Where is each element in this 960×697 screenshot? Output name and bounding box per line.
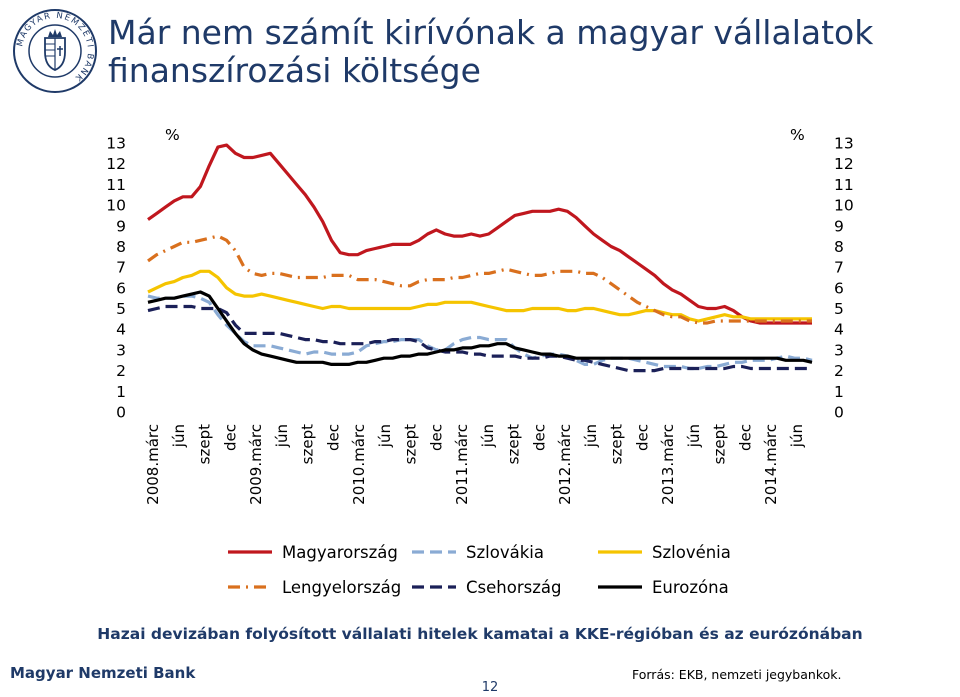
x-tick-label: 2010.márc xyxy=(350,424,368,505)
x-tick-label: 2009.márc xyxy=(247,424,265,505)
series-line xyxy=(147,294,813,371)
y-tick-right: 4 xyxy=(834,321,844,339)
legend-label: Magyarország xyxy=(282,543,398,562)
y-tick-left: 3 xyxy=(116,341,126,359)
y-tick-right: 7 xyxy=(834,259,844,277)
x-tick-label: jún xyxy=(788,424,806,448)
y-tick-left: 13 xyxy=(106,135,126,153)
y-tick-left: 11 xyxy=(106,176,126,194)
x-tick-label: szept xyxy=(196,424,214,464)
y-tick-left: 12 xyxy=(106,155,126,173)
chart-title: Hazai devizában folyósított vállalati hi… xyxy=(97,625,863,643)
legend-label: Csehország xyxy=(466,578,561,597)
series-line xyxy=(147,269,812,323)
x-tick-label: 2008.márc xyxy=(144,424,162,505)
x-tick-label: dec xyxy=(221,424,239,451)
y-unit-left: % xyxy=(165,126,180,144)
series-line xyxy=(147,234,812,325)
page-number: 12 xyxy=(481,680,499,695)
y-tick-right: 3 xyxy=(834,341,844,359)
x-tick-label: jún xyxy=(685,424,703,448)
y-tick-left: 2 xyxy=(116,362,126,380)
y-tick-right: 1 xyxy=(834,383,844,401)
y-tick-right: 10 xyxy=(834,197,854,215)
x-tick-label: dec xyxy=(633,424,651,451)
x-tick-label: dec xyxy=(427,424,445,451)
x-tick-label: 2013.márc xyxy=(659,424,677,505)
y-tick-left: 0 xyxy=(116,404,126,422)
x-tick-label: szept xyxy=(608,424,626,464)
source-note: Forrás: EKB, nemzeti jegybankok. xyxy=(632,667,842,682)
y-tick-left: 7 xyxy=(116,259,126,277)
x-tick-label: 2012.márc xyxy=(556,424,574,505)
legend-label: Eurozóna xyxy=(652,578,729,597)
x-tick-label: szept xyxy=(402,424,420,464)
x-tick-label: jún xyxy=(170,424,188,448)
y-tick-left: 9 xyxy=(116,217,126,235)
x-tick-label: jún xyxy=(273,424,291,448)
x-tick-label: jún xyxy=(582,424,600,448)
page-title-line1: Már nem számít kirívónak a magyar vállal… xyxy=(108,13,874,52)
y-tick-right: 9 xyxy=(834,217,844,235)
y-tick-right: 5 xyxy=(834,300,844,318)
y-tick-left: 8 xyxy=(116,238,126,256)
legend-label: Lengyelország xyxy=(282,578,401,597)
x-tick-label: 2014.márc xyxy=(762,424,780,505)
x-tick-label: szept xyxy=(711,424,729,464)
series-line xyxy=(147,290,813,366)
y-tick-right: 11 xyxy=(834,176,854,194)
page-title-line2: finanszírozási költsége xyxy=(108,51,481,90)
mnb-seal-icon: MAGYAR NEMZETI BANK xyxy=(13,9,97,93)
series-line xyxy=(147,143,812,325)
y-tick-left: 10 xyxy=(106,197,126,215)
legend-label: Szlovénia xyxy=(652,543,731,562)
mnb-logo: MAGYAR NEMZETI BANK xyxy=(12,8,98,94)
footer-bank-name: Magyar Nemzeti Bank xyxy=(10,664,196,682)
page-title: Már nem számít kirívónak a magyar vállal… xyxy=(108,14,948,90)
x-tick-label: szept xyxy=(299,424,317,464)
y-tick-left: 4 xyxy=(116,321,126,339)
x-tick-label: 2011.márc xyxy=(453,424,471,505)
x-tick-label: dec xyxy=(324,424,342,451)
y-tick-right: 8 xyxy=(834,238,844,256)
y-tick-left: 6 xyxy=(116,279,126,297)
x-tick-label: jún xyxy=(479,424,497,448)
y-tick-right: 6 xyxy=(834,279,844,297)
y-tick-left: 5 xyxy=(116,300,126,318)
x-tick-label: dec xyxy=(530,424,548,451)
series-line xyxy=(147,304,812,373)
y-unit-right: % xyxy=(790,126,805,144)
x-tick-label: szept xyxy=(505,424,523,464)
y-tick-right: 2 xyxy=(834,362,844,380)
y-tick-right: 0 xyxy=(834,404,844,422)
x-tick-label: jún xyxy=(376,424,394,448)
y-tick-right: 12 xyxy=(834,155,854,173)
y-tick-left: 1 xyxy=(116,383,126,401)
y-tick-right: 13 xyxy=(834,135,854,153)
x-tick-label: dec xyxy=(736,424,754,451)
legend-label: Szlovákia xyxy=(466,543,544,562)
